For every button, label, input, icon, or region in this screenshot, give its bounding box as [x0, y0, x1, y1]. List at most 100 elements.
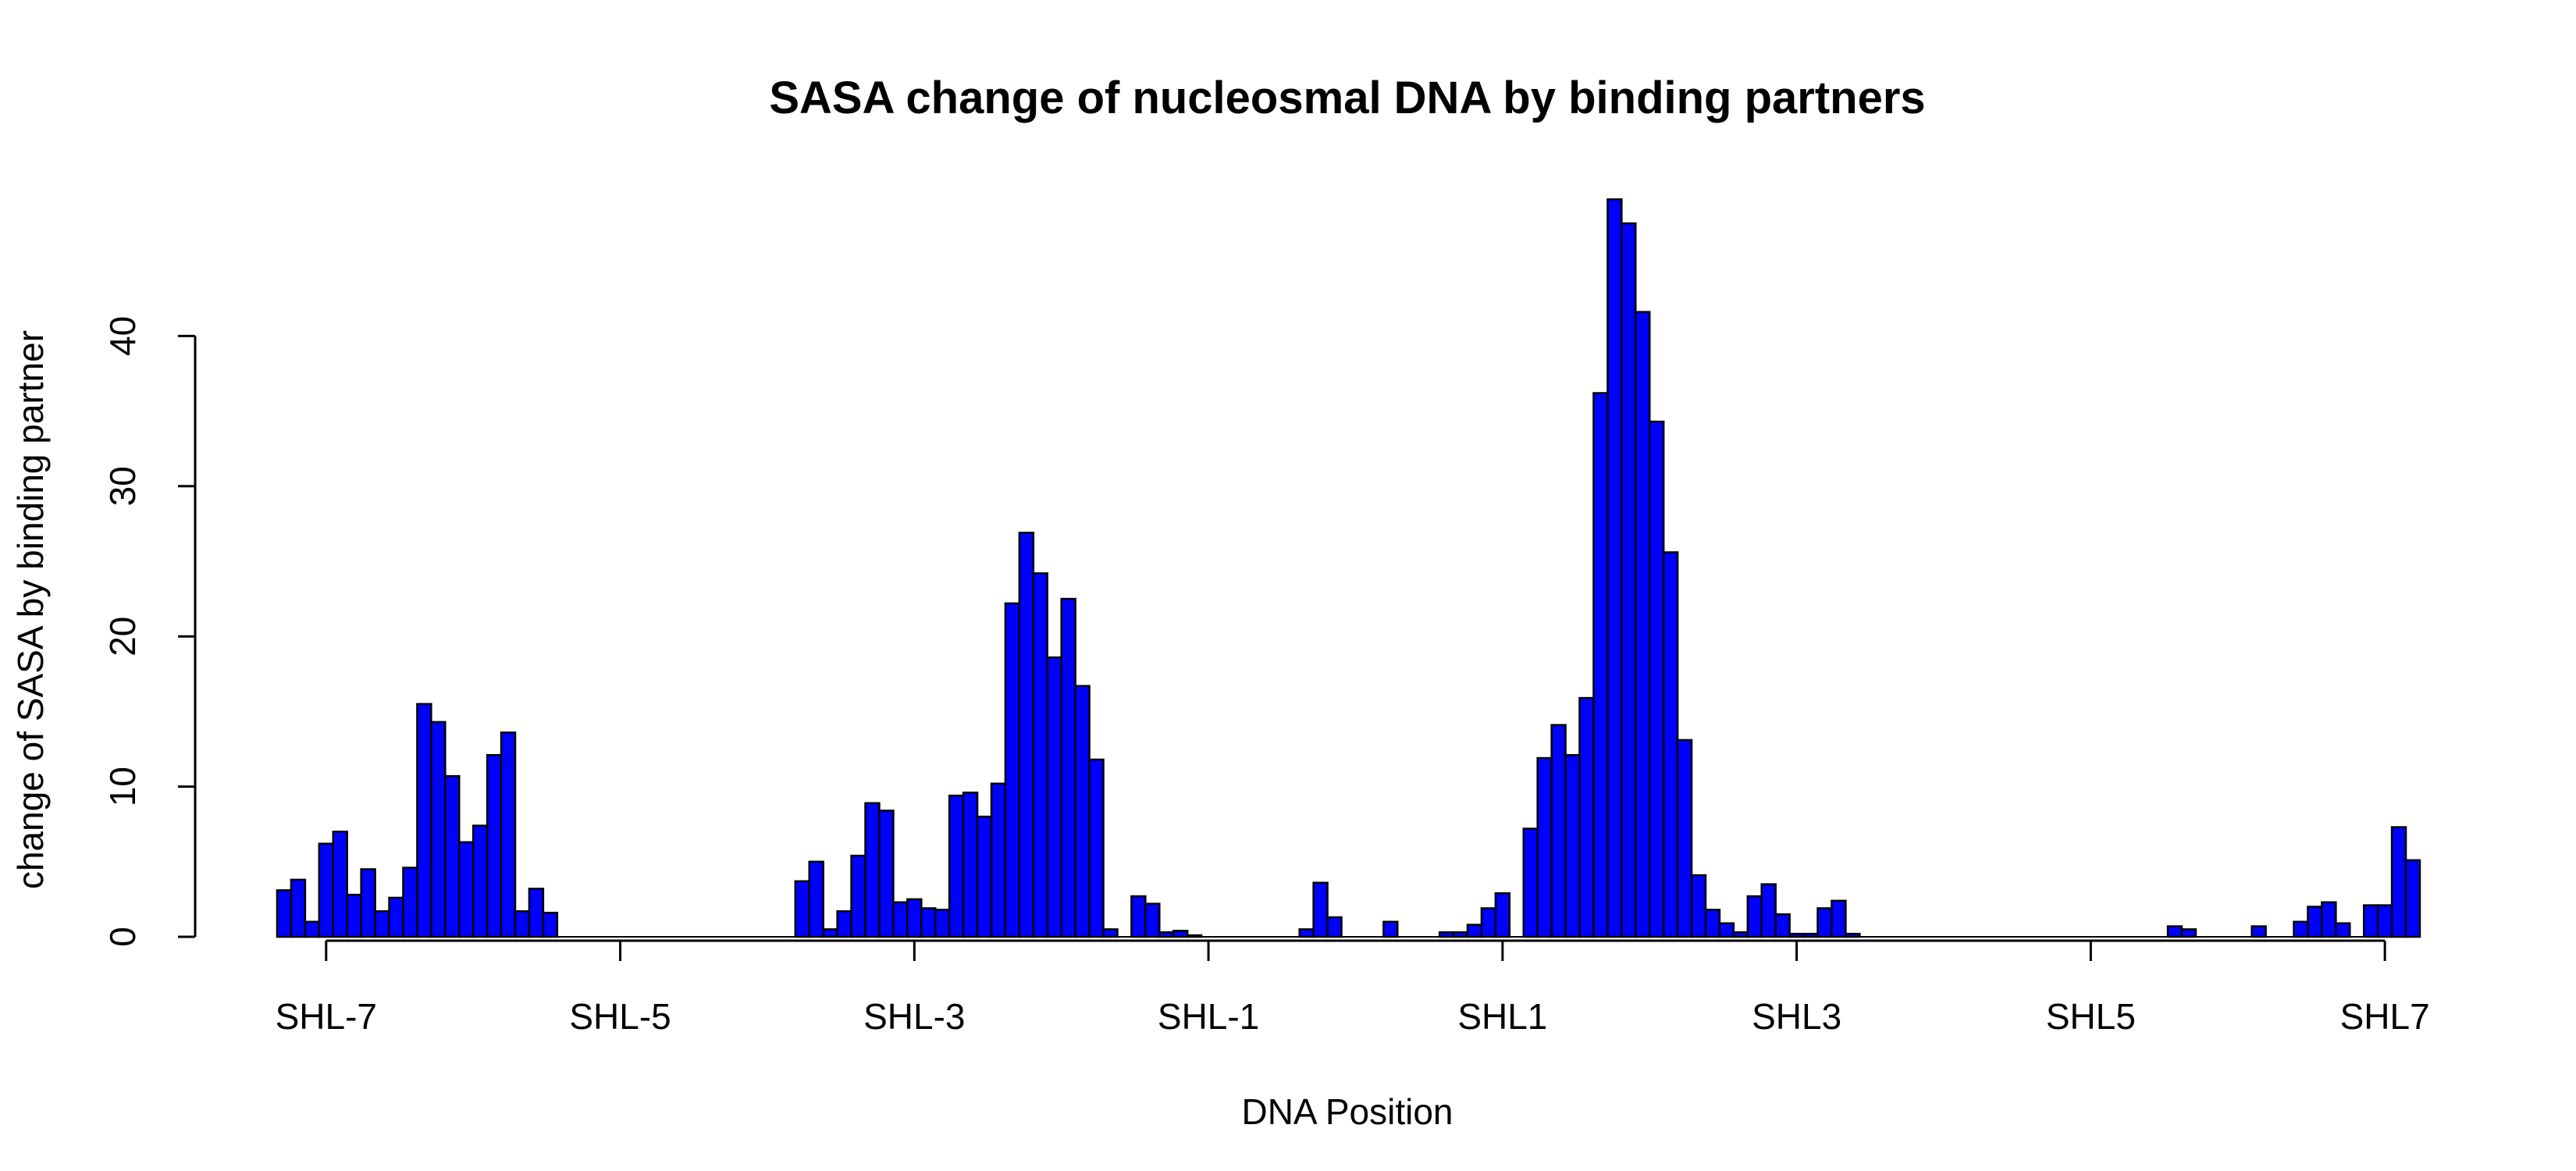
bar: [1046, 656, 1062, 938]
bar: [1088, 758, 1105, 938]
bar: [1130, 895, 1147, 938]
bar: [934, 909, 951, 938]
bar: [2390, 826, 2407, 938]
bar: [2307, 906, 2323, 938]
bar: [318, 842, 335, 938]
bar: [374, 910, 390, 938]
bar: [1018, 532, 1035, 938]
x-tick-label: SHL1: [1457, 996, 1547, 1037]
bar: [990, 782, 1007, 938]
bar: [1648, 420, 1665, 938]
bar: [416, 703, 432, 938]
bar: [878, 810, 895, 938]
y-tick-label: 10: [102, 767, 143, 806]
bar: [2321, 901, 2337, 938]
bar: [1522, 828, 1539, 938]
bar: [542, 911, 559, 938]
bar: [1298, 928, 1315, 938]
bar: [962, 792, 979, 938]
bar: [1494, 892, 1511, 938]
bar: [2362, 904, 2379, 938]
bar: [276, 889, 293, 938]
bar: [808, 860, 824, 938]
bar: [2335, 922, 2351, 938]
y-axis: 0 10 20 30 40: [102, 316, 197, 947]
x-tick-label: SHL-3: [863, 996, 965, 1037]
bar: [1746, 895, 1763, 938]
bar: [1312, 881, 1329, 938]
bar: [2166, 925, 2183, 938]
y-tick-label: 40: [102, 316, 143, 356]
bar: [892, 901, 909, 938]
bar: [1550, 724, 1567, 938]
bar: [444, 774, 461, 938]
bar: [1172, 930, 1189, 938]
bar: [2376, 904, 2393, 938]
bar: [457, 841, 475, 938]
bars-group: [276, 198, 2421, 938]
bar: [388, 896, 404, 938]
y-tick-label: 0: [102, 927, 143, 947]
bar: [1690, 874, 1707, 938]
bar: [1621, 222, 1637, 938]
x-axis: SHL-7 SHL-5 SHL-3 SHL-1 SHL1 SHL3 SHL5 SHL7: [276, 939, 2430, 1037]
y-tick-label: 30: [102, 466, 143, 506]
bar: [1032, 572, 1049, 938]
bar: [948, 794, 965, 938]
bar: [2180, 928, 2197, 938]
bar: [822, 928, 838, 938]
y-axis-label: change of SASA by binding partner: [10, 330, 51, 889]
bar: [1760, 883, 1777, 938]
bar: [471, 824, 489, 938]
x-tick-label: SHL7: [2340, 996, 2430, 1037]
x-tick-label: SHL-7: [276, 996, 377, 1037]
x-axis-label: DNA Position: [1241, 1091, 1453, 1132]
bar: [528, 888, 545, 938]
bar: [1564, 753, 1581, 938]
bar: [1606, 198, 1623, 938]
bar: [920, 907, 937, 938]
bar: [304, 920, 321, 938]
bar: [850, 854, 866, 938]
bar: [1536, 756, 1553, 938]
bar: [1774, 913, 1791, 938]
x-tick-label: SHL-1: [1158, 996, 1259, 1037]
bar: [1816, 907, 1833, 938]
bar: [794, 880, 811, 938]
bar: [2250, 925, 2267, 938]
bar: [1004, 602, 1021, 938]
bar: [1662, 551, 1679, 938]
bar: [2404, 859, 2421, 938]
bar: [1060, 597, 1076, 938]
bar: [1144, 902, 1161, 938]
bar: [1635, 311, 1651, 938]
bar: [2293, 920, 2309, 938]
bar: [1382, 920, 1399, 938]
bar: [360, 868, 376, 938]
y-tick-label: 20: [102, 617, 143, 657]
bar: [1592, 392, 1609, 938]
bar: [836, 910, 852, 938]
bar: [976, 815, 993, 938]
chart-title: SASA change of nucleosmal DNA by binding…: [769, 73, 1925, 123]
x-tick-label: SHL5: [2046, 996, 2136, 1037]
bar: [402, 867, 418, 938]
bar: [1704, 909, 1721, 938]
bar: [1480, 907, 1497, 938]
bar: [1718, 922, 1735, 938]
x-tick-label: SHL3: [1752, 996, 1841, 1037]
bar: [332, 831, 348, 938]
bar: [290, 878, 307, 938]
bar: [486, 753, 503, 938]
bar: [1466, 924, 1483, 938]
bar: [1074, 685, 1091, 938]
bar: [430, 721, 447, 938]
bar: [1831, 899, 1847, 938]
bar: [1326, 916, 1343, 938]
bar: [1578, 696, 1595, 938]
bar: [1676, 739, 1693, 938]
x-tick-label: SHL-5: [569, 996, 671, 1037]
bar: [1102, 928, 1119, 938]
bar: [906, 898, 923, 938]
